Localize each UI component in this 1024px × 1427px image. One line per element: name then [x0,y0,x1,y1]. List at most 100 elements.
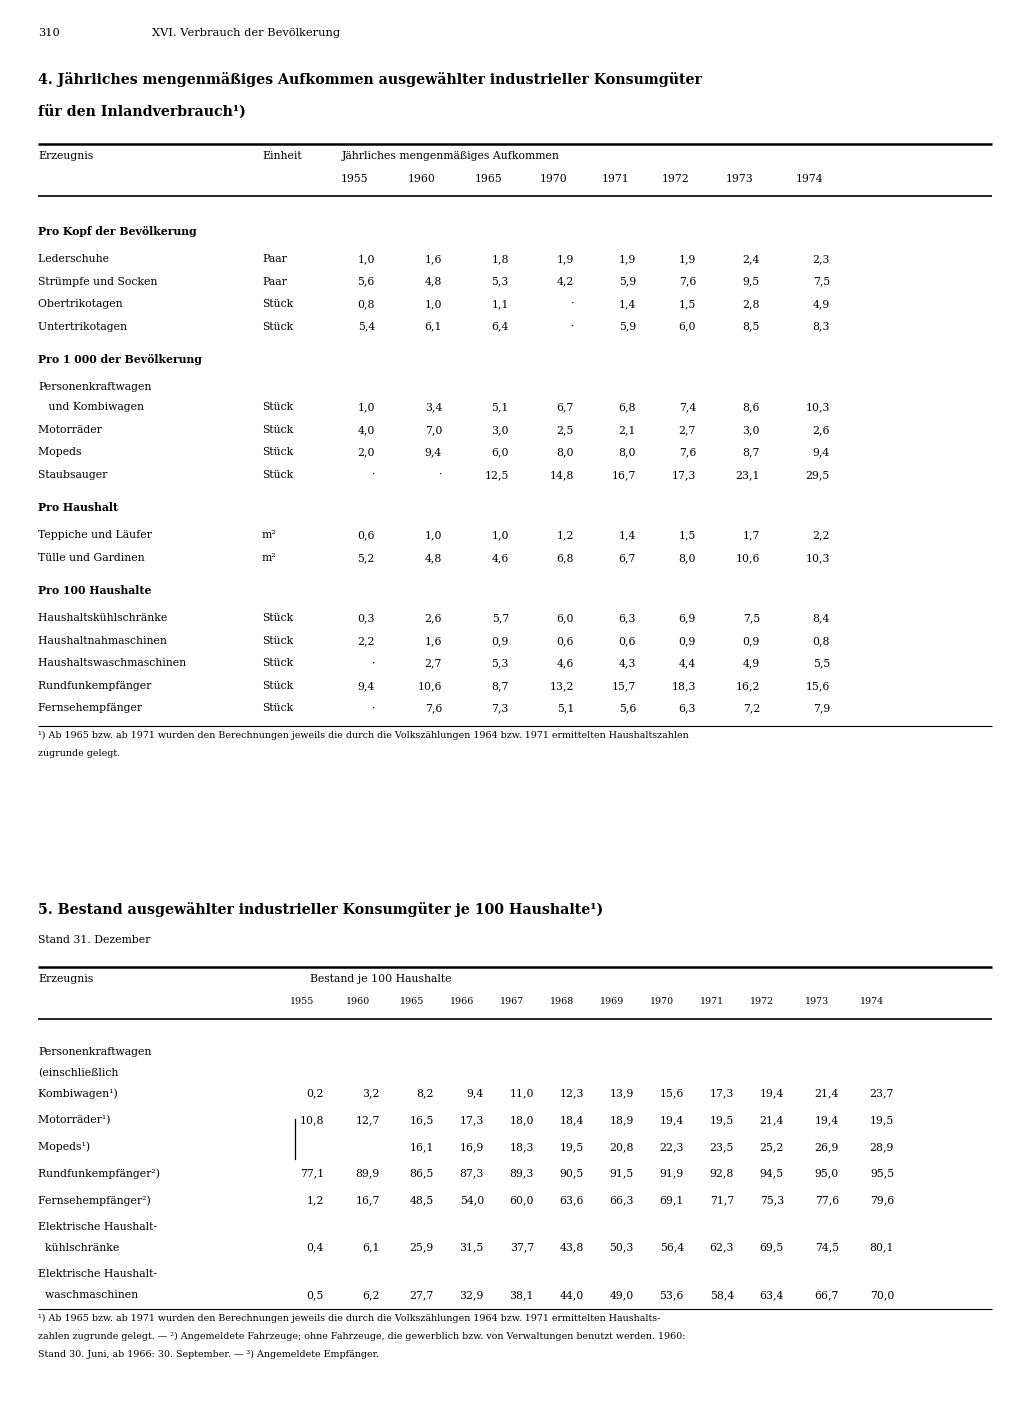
Text: Pro 1 000 der Bevölkerung: Pro 1 000 der Bevölkerung [38,354,202,365]
Text: 1,2: 1,2 [306,1196,324,1206]
Text: 3,0: 3,0 [492,425,509,435]
Text: 5,4: 5,4 [357,321,375,331]
Text: 1955: 1955 [290,997,314,1006]
Text: kühlschränke: kühlschränke [38,1243,158,1253]
Text: Erzeugnis: Erzeugnis [38,151,93,161]
Text: 6,9: 6,9 [679,614,696,624]
Text: Stück: Stück [262,469,293,479]
Text: 56,4: 56,4 [659,1243,684,1253]
Text: Haushaltswaschmaschinen: Haushaltswaschmaschinen [38,658,194,668]
Text: Kombiwagen¹): Kombiwagen¹) [38,1089,153,1099]
Text: Jährliches mengenmäßiges Aufkommen: Jährliches mengenmäßiges Aufkommen [342,151,560,161]
Text: 95,0: 95,0 [815,1169,839,1179]
Text: 1,0: 1,0 [425,531,442,541]
Text: Motorräder: Motorräder [38,425,158,435]
Text: 10,3: 10,3 [806,402,830,412]
Text: Stand 30. Juni, ab 1966: 30. September. — ³) Angemeldete Empfänger.: Stand 30. Juni, ab 1966: 30. September. … [38,1350,379,1359]
Text: Pro 100 Haushalte: Pro 100 Haushalte [38,585,152,596]
Text: zugrunde gelegt.: zugrunde gelegt. [38,749,120,758]
Text: 6,1: 6,1 [425,321,442,331]
Text: 8,5: 8,5 [742,321,760,331]
Text: 0,9: 0,9 [492,636,509,646]
Text: Fernsehempfänger²): Fernsehempfänger²) [38,1196,175,1206]
Text: Stück: Stück [262,658,293,668]
Text: 4,9: 4,9 [742,658,760,668]
Text: Motorräder¹): Motorräder¹) [38,1114,153,1126]
Text: 37,7: 37,7 [510,1243,534,1253]
Text: 1972: 1972 [750,997,774,1006]
Text: 3,2: 3,2 [362,1089,380,1099]
Text: 75,3: 75,3 [760,1196,784,1206]
Text: 9,4: 9,4 [467,1089,484,1099]
Text: 5. Bestand ausgewählter industrieller Konsumgüter je 100 Haushalte¹): 5. Bestand ausgewählter industrieller Ko… [38,902,603,918]
Text: 8,6: 8,6 [742,402,760,412]
Text: Stück: Stück [262,681,293,691]
Text: Personenkraftwagen: Personenkraftwagen [38,382,152,392]
Text: 6,8: 6,8 [556,552,574,562]
Text: 1960: 1960 [346,997,370,1006]
Text: 1965: 1965 [475,174,503,184]
Text: ·: · [438,469,442,479]
Text: 48,5: 48,5 [410,1196,434,1206]
Text: 18,0: 18,0 [510,1114,534,1124]
Text: 8,0: 8,0 [556,447,574,457]
Text: 58,4: 58,4 [710,1290,734,1300]
Text: 3,0: 3,0 [742,425,760,435]
Text: 17,3: 17,3 [460,1114,484,1124]
Text: 9,4: 9,4 [425,447,442,457]
Text: für den Inlandverbrauch¹): für den Inlandverbrauch¹) [38,104,246,118]
Text: 63,6: 63,6 [559,1196,584,1206]
Text: Pro Kopf der Bevölkerung: Pro Kopf der Bevölkerung [38,225,197,237]
Text: 2,8: 2,8 [742,300,760,310]
Text: 2,0: 2,0 [357,447,375,457]
Text: 16,1: 16,1 [410,1142,434,1152]
Text: 7,4: 7,4 [679,402,696,412]
Text: 19,5: 19,5 [710,1114,734,1124]
Text: 6,4: 6,4 [492,321,509,331]
Text: 28,9: 28,9 [869,1142,894,1152]
Text: 6,3: 6,3 [679,704,696,714]
Text: 1973: 1973 [726,174,754,184]
Text: 1,5: 1,5 [679,300,696,310]
Text: Elektrische Haushalt-: Elektrische Haushalt- [38,1222,157,1232]
Text: 89,9: 89,9 [355,1169,380,1179]
Text: 5,5: 5,5 [813,658,830,668]
Text: 80,1: 80,1 [869,1243,894,1253]
Text: 1971: 1971 [700,997,724,1006]
Text: 66,3: 66,3 [609,1196,634,1206]
Text: ·: · [570,321,574,331]
Text: Paar: Paar [262,254,287,264]
Text: 16,7: 16,7 [611,469,636,479]
Text: Stück: Stück [262,447,293,457]
Text: 18,4: 18,4 [560,1114,584,1124]
Text: 4,8: 4,8 [425,277,442,287]
Text: 0,8: 0,8 [812,636,830,646]
Text: Tülle und Gardinen: Tülle und Gardinen [38,552,173,562]
Text: 1968: 1968 [550,997,574,1006]
Text: 9,4: 9,4 [357,681,375,691]
Text: 14,8: 14,8 [550,469,574,479]
Text: 91,9: 91,9 [659,1169,684,1179]
Text: 4,0: 4,0 [357,425,375,435]
Text: und Kombiwagen: und Kombiwagen [38,402,175,412]
Text: 77,1: 77,1 [300,1169,324,1179]
Text: 2,1: 2,1 [618,425,636,435]
Text: 3,4: 3,4 [425,402,442,412]
Text: 90,5: 90,5 [560,1169,584,1179]
Text: 5,9: 5,9 [618,277,636,287]
Text: Stück: Stück [262,614,293,624]
Text: 7,3: 7,3 [492,704,509,714]
Text: 0,3: 0,3 [357,614,375,624]
Text: 1,0: 1,0 [492,531,509,541]
Text: 1,4: 1,4 [618,300,636,310]
Text: 17,3: 17,3 [672,469,696,479]
Text: 43,8: 43,8 [560,1243,584,1253]
Text: 13,2: 13,2 [550,681,574,691]
Text: Strümpfe und Socken: Strümpfe und Socken [38,277,182,287]
Text: 4,8: 4,8 [425,552,442,562]
Text: 1,4: 1,4 [618,531,636,541]
Text: 1,8: 1,8 [492,254,509,264]
Text: 23,5: 23,5 [710,1142,734,1152]
Text: 38,1: 38,1 [510,1290,534,1300]
Text: 87,3: 87,3 [460,1169,484,1179]
